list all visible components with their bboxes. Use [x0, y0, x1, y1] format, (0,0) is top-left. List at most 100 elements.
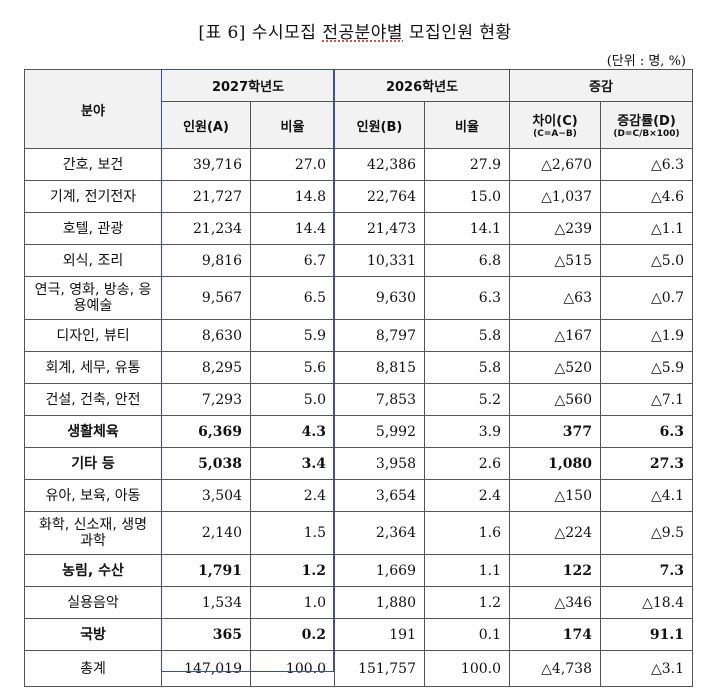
cell-diff: 1,080 — [509, 447, 601, 480]
cell-count-a: 5,038 — [161, 447, 251, 480]
cell-ratio-a: 5.6 — [250, 351, 335, 384]
cell-diff: △1,037 — [509, 180, 601, 213]
table-row: 기타 등 5,038 3.4 3,958 2.6 1,080 27.3 — [24, 447, 694, 480]
table-row: 디자인, 뷰티 8,630 5.9 8,797 5.8 △167 △1.9 — [24, 319, 694, 352]
cell-count-b: 9,630 — [334, 276, 425, 320]
table-row: 생활체육 6,369 4.3 5,992 3.9 377 6.3 — [24, 415, 694, 448]
cell-count-b: 3,654 — [334, 479, 425, 512]
cell-count-b: 1,669 — [334, 554, 425, 587]
header-ratio-b: 비율 — [424, 101, 510, 149]
row-field: 총계 — [24, 650, 162, 687]
table-row: 외식, 조리 9,816 6.7 10,331 6.8 △515 △5.0 — [24, 244, 694, 277]
row-field: 유아, 보육, 아동 — [24, 479, 162, 512]
cell-count-a: 8,295 — [161, 351, 251, 384]
cell-rate: 27.3 — [599, 447, 694, 480]
table-row: 기계, 전기전자 21,727 14.8 22,764 15.0 △1,037 △4.6 — [24, 180, 694, 213]
header-2027: 2027학년도 — [161, 69, 335, 102]
title-suffix: 모집인원 현황 — [403, 23, 512, 43]
cell-diff: △224 — [509, 511, 601, 555]
cell-ratio-b: 100.0 — [424, 650, 510, 687]
row-field: 생활체육 — [24, 415, 162, 448]
cell-count-a: 9,567 — [161, 276, 251, 320]
row-field: 국방 — [24, 618, 162, 651]
cell-ratio-a: 6.5 — [250, 276, 335, 320]
cell-count-a: 3,504 — [161, 479, 251, 512]
table-row: 호텔, 관광 21,234 14.4 21,473 14.1 △239 △1.1 — [24, 212, 694, 245]
cell-ratio-a: 100.0 — [250, 650, 335, 687]
header-change: 증감 — [508, 69, 694, 102]
cell-diff: 174 — [509, 618, 601, 651]
cell-rate: △7.1 — [599, 383, 694, 416]
cell-ratio-b: 6.3 — [424, 276, 510, 320]
cell-count-b: 22,764 — [334, 180, 425, 213]
table-title: [표 6] 수시모집 전공분야별 모집인원 현황 — [0, 18, 710, 43]
cell-ratio-b: 15.0 — [424, 180, 510, 213]
cell-ratio-a: 27.0 — [250, 148, 335, 181]
title-underlined: 전공분야별 — [322, 23, 404, 43]
cell-diff: △346 — [509, 586, 601, 619]
cell-rate: △6.3 — [599, 148, 694, 181]
cell-ratio-a: 1.0 — [250, 586, 335, 619]
cell-count-a: 21,234 — [161, 212, 251, 245]
header-count-a: 인원(A) — [161, 101, 251, 149]
cell-ratio-b: 1.1 — [424, 554, 510, 587]
cell-ratio-a: 6.7 — [250, 244, 335, 277]
cell-rate: △5.0 — [599, 244, 694, 277]
cell-diff: △520 — [509, 351, 601, 384]
row-field: 화학, 신소재, 생명과학 — [24, 511, 162, 555]
header-field: 분야 — [24, 69, 162, 149]
cell-ratio-a: 2.4 — [250, 479, 335, 512]
cell-count-b: 5,992 — [334, 415, 425, 448]
cell-count-b: 3,958 — [334, 447, 425, 480]
row-field: 외식, 조리 — [24, 244, 162, 277]
cell-rate: △4.1 — [599, 479, 694, 512]
cell-ratio-b: 1.6 — [424, 511, 510, 555]
cell-ratio-b: 14.1 — [424, 212, 510, 245]
recruitment-table: 분야 2027학년도 2026학년도 증감 인원(A) 비율 인원(B) 비율 … — [24, 69, 694, 687]
row-field: 기계, 전기전자 — [24, 180, 162, 213]
row-field: 호텔, 관광 — [24, 212, 162, 245]
cell-count-a: 9,816 — [161, 244, 251, 277]
row-field: 건설, 건축, 안전 — [24, 383, 162, 416]
cell-diff: △239 — [509, 212, 601, 245]
cell-count-b: 7,853 — [334, 383, 425, 416]
header-diff-label: 차이(C) — [532, 114, 578, 129]
total-row: 총계 147,019 100.0 151,757 100.0 △4,738 △3.1 — [24, 650, 694, 687]
row-field: 농림, 수산 — [24, 554, 162, 587]
cell-count-a: 8,630 — [161, 319, 251, 352]
cell-ratio-a: 1.5 — [250, 511, 335, 555]
cell-count-a: 21,727 — [161, 180, 251, 213]
cell-diff: △2,670 — [509, 148, 601, 181]
cell-diff: △4,738 — [509, 650, 601, 687]
cell-ratio-b: 27.9 — [424, 148, 510, 181]
cell-count-b: 8,815 — [334, 351, 425, 384]
title-prefix: [표 6] 수시모집 — [198, 23, 323, 43]
cell-diff: 377 — [509, 415, 601, 448]
cell-count-a: 365 — [161, 618, 251, 651]
cell-rate: △18.4 — [599, 586, 694, 619]
table-row: 연극, 영화, 방송, 응용예술 9,567 6.5 9,630 6.3 △63 △0.7 — [24, 276, 694, 320]
cell-rate: △1.9 — [599, 319, 694, 352]
cell-rate: △9.5 — [599, 511, 694, 555]
cell-rate: 91.1 — [599, 618, 694, 651]
cell-rate: △5.9 — [599, 351, 694, 384]
cell-count-b: 42,386 — [334, 148, 425, 181]
table-row: 유아, 보육, 아동 3,504 2.4 3,654 2.4 △150 △4.1 — [24, 479, 694, 512]
cell-count-a: 1,791 — [161, 554, 251, 587]
cell-count-a: 2,140 — [161, 511, 251, 555]
cell-count-b: 8,797 — [334, 319, 425, 352]
cell-diff: 122 — [509, 554, 601, 587]
table-row: 화학, 신소재, 생명과학 2,140 1.5 2,364 1.6 △224 △9.5 — [24, 511, 694, 555]
cell-ratio-b: 5.8 — [424, 319, 510, 352]
cell-count-a: 1,534 — [161, 586, 251, 619]
cell-count-b: 10,331 — [334, 244, 425, 277]
cell-ratio-a: 1.2 — [250, 554, 335, 587]
header-count-b: 인원(B) — [334, 101, 425, 149]
row-field: 연극, 영화, 방송, 응용예술 — [24, 276, 162, 320]
cell-rate: △4.6 — [599, 180, 694, 213]
cell-rate: △3.1 — [599, 650, 694, 687]
cell-count-a: 6,369 — [161, 415, 251, 448]
cell-count-b: 2,364 — [334, 511, 425, 555]
cell-count-b: 1,880 — [334, 586, 425, 619]
table-row: 농림, 수산 1,791 1.2 1,669 1.1 122 7.3 — [24, 554, 694, 587]
